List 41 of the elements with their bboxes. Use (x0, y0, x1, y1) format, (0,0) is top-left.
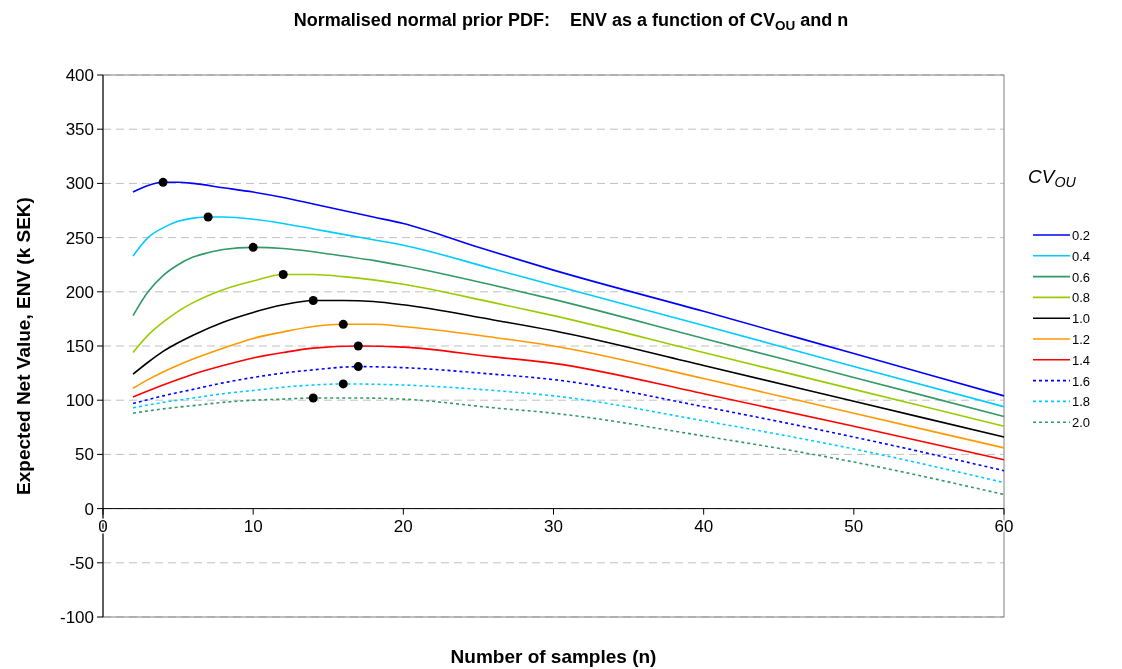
y-tick-label: 200 (65, 282, 94, 302)
chart-title: Normalised normal prior PDF: ENV as a function of CV$_{OU}$ and n (293, 10, 849, 34)
legend-label: 0.6 (1072, 269, 1091, 285)
point (248, 242, 258, 252)
legend-label: 0.4 (1072, 248, 1091, 264)
x-tick-label: 30 (544, 516, 563, 536)
x-tick-label: 10 (243, 516, 263, 536)
legend-label: 1.6 (1072, 373, 1091, 389)
point (308, 295, 318, 305)
point (308, 393, 318, 403)
y-tick-label: -100 (59, 608, 94, 627)
point (353, 362, 363, 372)
legend-label: 1.4 (1072, 352, 1091, 368)
legend-label: 1.0 (1072, 311, 1091, 327)
legend-label: 1.8 (1072, 394, 1091, 410)
x-axis-title: Number of samples (n) (450, 646, 657, 667)
y-tick-label: 150 (65, 337, 94, 356)
x-tick-label: 50 (844, 516, 864, 536)
y-tick-label: -50 (69, 553, 94, 573)
y-tick-label: 350 (65, 120, 94, 140)
x-tick-label: 40 (694, 516, 714, 536)
legend-label: 0.2 (1072, 228, 1091, 243)
y-tick-label: 100 (65, 391, 94, 411)
point (203, 212, 213, 222)
point (353, 341, 363, 351)
y-axis-title: Expected Net Value, ENV (k SEK) (13, 197, 34, 495)
y-tick-label: 400 (65, 66, 94, 85)
legend-label: 2.0 (1072, 415, 1091, 431)
point (338, 319, 348, 329)
x-tick-label: 20 (393, 516, 413, 536)
y-tick-label: 250 (65, 228, 94, 248)
point (158, 177, 168, 187)
legend-title: CV$_{OU}$ (1028, 166, 1077, 191)
point (338, 379, 348, 389)
y-tick-label: 50 (75, 445, 94, 465)
point (278, 269, 288, 279)
legend-label: 1.2 (1072, 332, 1091, 347)
y-tick-label: 0 (84, 499, 94, 519)
x-tick-label: 60 (994, 516, 1014, 536)
legend-label: 0.8 (1072, 290, 1091, 306)
y-tick-label: 300 (65, 174, 94, 194)
